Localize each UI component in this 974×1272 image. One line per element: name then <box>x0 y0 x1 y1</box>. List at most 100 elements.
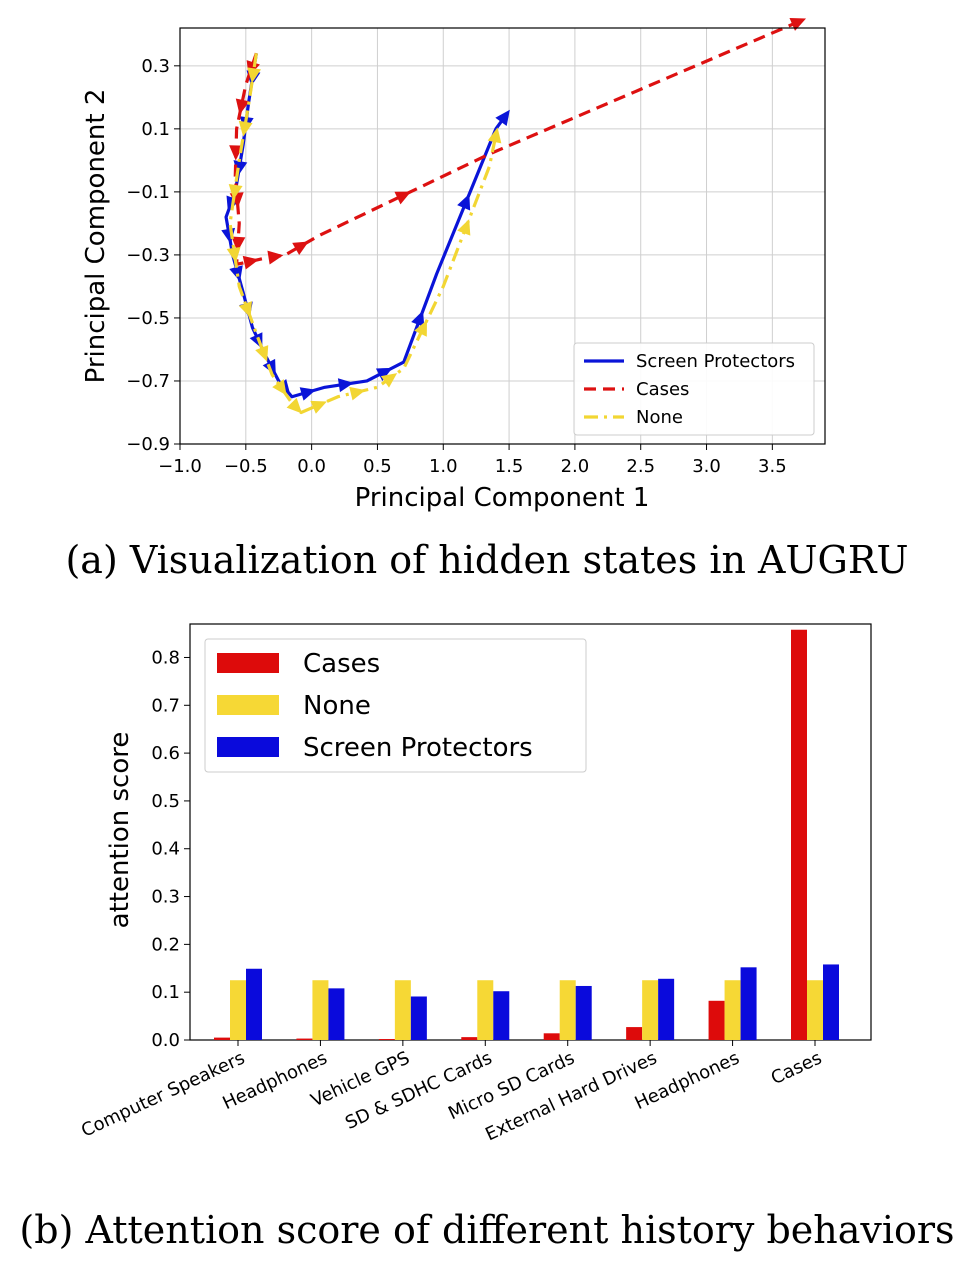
pca-chart: −1.0 −0.5 0.0 0.5 1.0 1.5 2.0 2.5 3.0 3.5 −0.9 −0.7… <box>81 18 826 513</box>
pca-x-axis-label: Principal Component 1 <box>355 483 650 513</box>
bar-1 <box>807 980 823 1040</box>
pca-series-line-2 <box>228 52 498 415</box>
pca-x-tick-label: 1.5 <box>495 456 524 477</box>
caption-b: (b) Attention score of different history… <box>19 1208 955 1252</box>
bar-y-axis-label: attention score <box>105 732 135 929</box>
bar-legend-label: Screen Protectors <box>303 733 533 763</box>
bar-x-tick-label: Cases <box>768 1047 825 1089</box>
pca-arrowhead <box>235 98 250 115</box>
bar-2 <box>575 985 592 1040</box>
bar-legend-swatch <box>217 695 279 715</box>
bar-legend: Cases None Screen Protectors <box>204 638 587 773</box>
bar-2 <box>410 996 427 1040</box>
pca-legend-box <box>573 342 815 436</box>
pca-arrowhead <box>255 345 269 362</box>
pca-ticks: −1.0 −0.5 0.0 0.5 1.0 1.5 2.0 2.5 3.0 3.5 −0.9 −0.7… <box>126 56 786 477</box>
pca-y-axis-label: Principal Component 2 <box>81 89 111 384</box>
pca-arrowhead <box>495 109 510 127</box>
bar-marks <box>214 629 839 1040</box>
pca-arrowhead <box>228 183 243 200</box>
bar-x-tick-label: SD & SDHC Cards <box>342 1047 495 1133</box>
pca-arrowhead <box>310 400 327 414</box>
bar-1 <box>724 980 741 1040</box>
bar-0 <box>214 1037 230 1040</box>
pca-arrowhead <box>375 367 393 381</box>
pca-series <box>221 18 807 415</box>
bar-0 <box>626 1027 643 1040</box>
pca-y-tick-label: −0.3 <box>126 245 170 266</box>
bar-2 <box>328 988 345 1040</box>
bar-y-tick-label: 0.7 <box>151 695 180 716</box>
bar-legend-label: Cases <box>303 649 380 679</box>
bar-legend-label: None <box>303 691 371 721</box>
pca-arrowhead <box>229 265 243 282</box>
bar-plot-frame <box>189 623 872 1041</box>
pca-arrowhead <box>457 219 471 236</box>
bar-y-tick-label: 0.8 <box>151 647 180 668</box>
pca-legend-label: None <box>636 407 683 428</box>
pca-y-tick-label: −0.7 <box>126 371 170 392</box>
bar-y-tick-label: 0.5 <box>151 791 180 812</box>
bar-y-tick-label: 0.4 <box>151 839 180 860</box>
bar-1 <box>230 980 246 1040</box>
caption-a: (a) Visualization of hidden states in AU… <box>65 538 909 582</box>
pca-arrowhead <box>349 386 366 401</box>
pca-y-tick-label: −0.5 <box>126 308 170 329</box>
pca-arrowhead <box>394 191 411 205</box>
pca-arrowhead <box>272 379 287 396</box>
bar-legend-box <box>204 638 587 773</box>
pca-x-tick-label: −1.0 <box>158 456 202 477</box>
pca-arrowhead <box>411 310 425 327</box>
pca-x-tick-label: 2.0 <box>561 456 590 477</box>
pca-x-tick-label: 0.0 <box>297 456 326 477</box>
bar-legend-swatch <box>217 737 279 757</box>
pca-arrowhead <box>267 250 284 265</box>
pca-arrowhead <box>292 241 309 256</box>
pca-arrowhead <box>238 120 253 137</box>
bar-0 <box>708 1000 725 1040</box>
pca-arrowhead <box>242 255 259 270</box>
pca-x-tick-label: 0.5 <box>363 456 392 477</box>
bar-y-tick-label: 0.1 <box>151 982 180 1003</box>
bar-2 <box>658 978 675 1040</box>
pca-x-tick-label: 1.0 <box>429 456 458 477</box>
bar-1 <box>312 980 329 1040</box>
pca-arrowhead <box>247 67 262 84</box>
pca-arrowhead <box>457 193 471 211</box>
pca-y-tick-label: 0.1 <box>141 119 170 140</box>
pca-arrowhead <box>487 127 502 144</box>
pca-arrowhead <box>286 397 303 414</box>
pca-x-tick-label: 2.5 <box>626 456 655 477</box>
pca-arrowhead <box>380 373 398 388</box>
pca-plot-frame <box>179 27 826 445</box>
pca-arrowhead <box>238 301 252 318</box>
pca-arrowhead <box>337 378 354 393</box>
bar-0 <box>461 1037 478 1040</box>
bar-0 <box>543 1033 560 1040</box>
bar-2 <box>740 967 757 1040</box>
bar-y-tick-label: 0.2 <box>151 934 180 955</box>
pca-x-tick-label: 3.0 <box>692 456 721 477</box>
bar-2 <box>493 991 510 1040</box>
bar-y-tick-label: 0.6 <box>151 743 180 764</box>
pca-y-tick-label: −0.1 <box>126 182 170 203</box>
bar-y-tick-label: 0.0 <box>151 1030 180 1051</box>
pca-arrowhead <box>299 387 317 401</box>
bar-1 <box>559 980 576 1040</box>
bar-0 <box>791 629 807 1040</box>
bar-legend-swatch <box>217 653 279 673</box>
pca-arrowhead <box>226 246 241 263</box>
bar-1 <box>642 980 659 1040</box>
bar-2 <box>246 968 262 1040</box>
pca-legend-label: Screen Protectors <box>636 351 795 372</box>
pca-arrowhead <box>414 320 427 337</box>
bar-0 <box>296 1038 313 1040</box>
pca-y-tick-label: −0.9 <box>126 434 170 455</box>
bar-0 <box>378 1039 395 1040</box>
bar-y-tick-label: 0.3 <box>151 887 180 908</box>
bar-1 <box>394 980 411 1040</box>
pca-y-tick-label: 0.3 <box>141 56 170 77</box>
bar-2 <box>823 964 839 1040</box>
pca-series-line-1 <box>233 20 800 266</box>
pca-x-tick-label: −0.5 <box>224 456 268 477</box>
